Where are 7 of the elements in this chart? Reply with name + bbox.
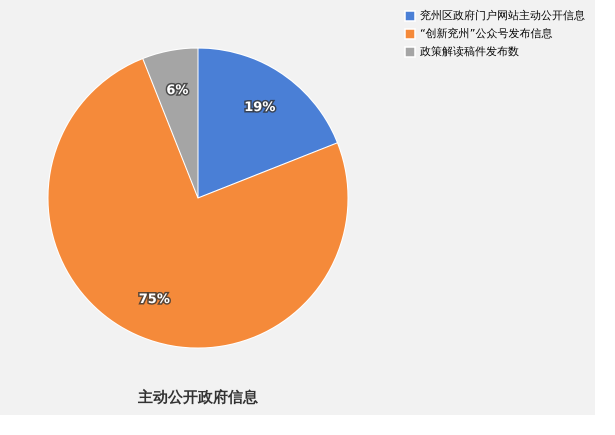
data-label: 75% [138, 292, 170, 307]
legend-label: 兖州区政府门户网站主动公开信息 [420, 9, 585, 22]
legend-label: 政策解读稿件发布数 [420, 45, 519, 58]
legend-label: “创新兖州”公众号发布信息 [420, 27, 552, 40]
data-label: 19% [244, 100, 276, 116]
data-label: 6% [166, 82, 188, 98]
text: 主动公开政府信息 [137, 388, 259, 406]
